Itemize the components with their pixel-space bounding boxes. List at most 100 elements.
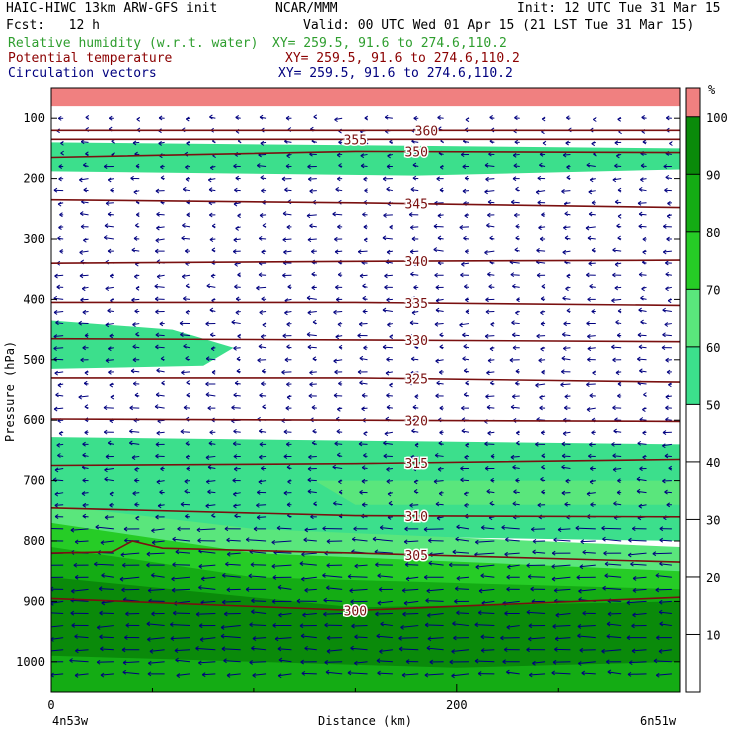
theta-label-300: 300 (344, 604, 367, 619)
circulation-vector-328 (134, 274, 140, 279)
circulation-vector-87 (360, 153, 368, 159)
circulation-vector-989 (401, 588, 419, 593)
circulation-vector-68 (514, 139, 520, 145)
circulation-vector-717 (490, 453, 495, 459)
theta-contour-345 (51, 198, 680, 209)
circulation-vector-825 (54, 514, 64, 519)
circulation-vector-753 (134, 478, 140, 483)
circulation-vector-769 (540, 476, 546, 482)
circulation-vector-944 (526, 563, 546, 568)
circulation-vector-942 (475, 564, 495, 570)
circulation-vector-439 (409, 320, 419, 326)
circulation-vector-491 (463, 343, 470, 349)
circulation-vector-1034 (278, 612, 292, 618)
circulation-vector-101 (83, 162, 89, 168)
circulation-vector-139 (412, 175, 419, 181)
circulation-vector-120 (566, 164, 571, 170)
circulation-vector-354 (154, 283, 165, 289)
circulation-vector-345 (566, 273, 571, 279)
circulation-vector-53 (132, 140, 140, 146)
circulation-vector-896 (580, 539, 596, 545)
theta-label-345: 345 (404, 198, 427, 213)
circulation-vector-501 (80, 357, 89, 363)
circulation-vector-779 (159, 489, 165, 495)
circulation-vector-1109 (277, 646, 292, 652)
circulation-vector-365 (435, 285, 444, 290)
circulation-vector-568 (515, 380, 520, 386)
circulation-vector-459 (282, 333, 292, 339)
y-tick-label-100: 100 (23, 111, 45, 125)
circulation-vector-506 (205, 356, 216, 362)
circulation-vector-679 (155, 442, 165, 447)
circulation-vector-1062 (351, 623, 368, 629)
circulation-vector-192 (487, 199, 495, 205)
circulation-vector-612 (361, 406, 368, 412)
circulation-vector-296 (591, 247, 596, 253)
circulation-vector-122 (614, 163, 622, 169)
circulation-vector-620 (564, 405, 571, 411)
circulation-vector-1110 (304, 645, 317, 651)
circulation-vector-147 (612, 177, 622, 183)
circulation-vector-853 (123, 526, 140, 532)
circulation-vector-791 (464, 491, 470, 497)
circulation-vector-218 (514, 212, 520, 218)
circulation-vector-388 (386, 297, 393, 303)
circulation-vector-1116 (451, 649, 470, 654)
circulation-vector-1115 (426, 645, 444, 651)
circulation-vector-129 (160, 175, 165, 181)
circulation-vector-766 (460, 477, 470, 483)
circulation-vector-591 (463, 392, 470, 398)
circulation-vector-243 (515, 223, 520, 229)
circulation-vector-422 (617, 308, 622, 314)
circulation-vector-84 (286, 153, 292, 159)
circulation-vector-725 (54, 467, 64, 473)
circulation-vector-546 (592, 370, 596, 376)
circulation-vector-509 (284, 357, 292, 363)
circulation-vector-1152 (100, 672, 114, 678)
circulation-vector-157 (234, 187, 241, 193)
circulation-vector-1067 (474, 622, 495, 628)
circulation-vector-550 (57, 382, 64, 388)
circulation-vector-425 (55, 320, 64, 326)
circulation-vector-1052 (96, 625, 114, 630)
circulation-vector-115 (439, 164, 444, 170)
circulation-vector-492 (489, 346, 495, 352)
circulation-vector-1140 (429, 659, 444, 665)
circulation-vector-700 (57, 453, 64, 458)
circulation-vector-780 (184, 488, 191, 494)
circulation-vector-861 (322, 526, 343, 531)
circulation-vector-571 (586, 382, 596, 387)
circulation-vector-792 (486, 489, 495, 494)
theta-label-355: 355 (344, 133, 367, 148)
circulation-vector-985 (304, 587, 317, 593)
x-axis-label: Distance (km) (318, 714, 412, 728)
circulation-vector-158 (261, 188, 267, 194)
circulation-vector-414 (411, 310, 419, 316)
circulation-vector-128 (130, 175, 140, 181)
circulation-vector-1144 (532, 660, 546, 666)
circulation-vector-587 (361, 393, 368, 398)
colorbar-label-80: 80 (706, 226, 720, 240)
circulation-vector-574 (668, 382, 672, 388)
circulation-vector-297 (612, 247, 622, 253)
circulation-vector-428 (132, 322, 140, 328)
circulation-vector-662 (363, 431, 368, 436)
circulation-vector-1054 (146, 621, 165, 627)
circulation-vector-148 (640, 177, 647, 183)
y-tick-label-400: 400 (23, 292, 45, 306)
circulation-vector-561 (338, 381, 343, 386)
circulation-vector-815 (435, 501, 444, 507)
circulation-vector-104 (160, 164, 165, 170)
circulation-vector-1009 (271, 599, 292, 604)
circulation-vector-919 (532, 549, 546, 555)
circulation-vector-264 (411, 236, 419, 242)
circulation-vector-981 (198, 585, 216, 590)
circulation-vector-108 (256, 163, 267, 168)
circulation-vector-1045 (555, 612, 571, 618)
colorbar-band-100 (686, 88, 700, 117)
circulation-vector-213 (383, 212, 393, 218)
circulation-vector-812 (361, 502, 368, 508)
circulation-vector-882 (226, 537, 241, 543)
circulation-vector-987 (349, 588, 368, 594)
